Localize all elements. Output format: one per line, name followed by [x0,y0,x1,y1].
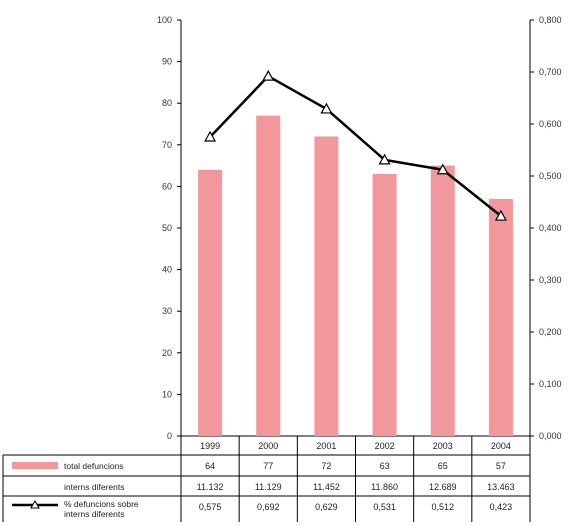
line-point-2004 [494,209,507,221]
right-tick-label: 0,500 [539,171,562,181]
bar-2000 [256,115,281,437]
right-tick-label: 0,800 [539,15,562,25]
bar-value-label: 77 [263,461,273,471]
right-tick-label: 0,700 [539,67,562,77]
line-point-2003 [436,163,449,175]
left-tick-label: 10 [162,389,172,399]
bar-2003 [430,165,455,436]
left-tick-label: 40 [162,265,172,275]
right-tick-label: 0,000 [539,431,562,441]
interns-value-label: 13.463 [487,482,515,492]
left-tick-label: 80 [162,98,172,108]
left-tick-label: 30 [162,306,172,316]
interns-value-label: 11.452 [313,482,340,492]
line-value-label: 0,423 [490,502,513,512]
legend-marker-triangle [30,499,40,509]
line-value-label: 0,531 [373,502,396,512]
category-label: 2002 [375,441,395,451]
table-row-label-interns: interns diferents [64,482,124,492]
line-point-2000 [262,69,275,81]
line-value-label: 0,629 [315,502,338,512]
right-tick-label: 0,400 [539,223,562,233]
bar-2001 [314,136,339,437]
left-tick-label: 50 [162,223,172,233]
category-label: 2004 [491,441,511,451]
bar-value-label: 72 [321,461,331,471]
interns-value-label: 11.129 [255,482,282,492]
category-label: 2001 [316,441,336,451]
category-label: 1999 [200,441,220,451]
left-tick-label: 20 [162,348,172,358]
legend-swatch-bar [12,462,58,469]
right-tick-label: 0,600 [539,119,562,129]
legend-label-line: % defuncions sobre interns diferents [64,499,139,519]
line-point-2002 [378,153,391,165]
line-point-1999 [204,130,217,142]
bar-value-label: 57 [496,461,506,471]
line-path [209,74,502,218]
data-table: 1999 2000 2001 2002 2003 2004 total defuncions… [2,436,531,522]
interns-value-label: 12.689 [429,482,457,492]
line-value-label: 0,692 [257,502,280,512]
interns-value-label: 11.132 [197,482,224,492]
left-tick-label: 90 [162,57,172,67]
legend-label-bars: total defuncions [64,461,124,471]
line-value-label: 0,575 [199,502,222,512]
bar-value-label: 64 [205,461,215,471]
axes: 0 10 20 30 40 50 60 70 80 90 100 0,000 0,100 0,200 0,3… [157,15,562,441]
category-label: 2000 [258,441,278,451]
interns-value-label: 11.860 [371,482,398,492]
right-tick-label: 0,100 [539,379,562,389]
left-tick-label: 100 [157,15,172,25]
bar-1999 [198,169,223,436]
legend-label-line-part: % defuncions sobre [64,499,139,509]
line-value-label: 0,512 [431,502,454,512]
left-tick-label: 70 [162,140,172,150]
left-tick-label: 60 [162,181,172,191]
right-tick-label: 0,300 [539,275,562,285]
left-tick-label: 0 [167,431,172,441]
legend-label-line-part: interns diferents [64,509,124,519]
category-label: 2003 [433,441,453,451]
bar-value-label: 65 [438,461,448,471]
right-tick-label: 0,200 [539,327,562,337]
bar-2002 [372,173,397,437]
bar-value-label: 63 [380,461,390,471]
bar-2004 [488,198,513,436]
line-point-2001 [320,102,333,114]
line-series [204,69,507,221]
bar-series [198,115,513,437]
